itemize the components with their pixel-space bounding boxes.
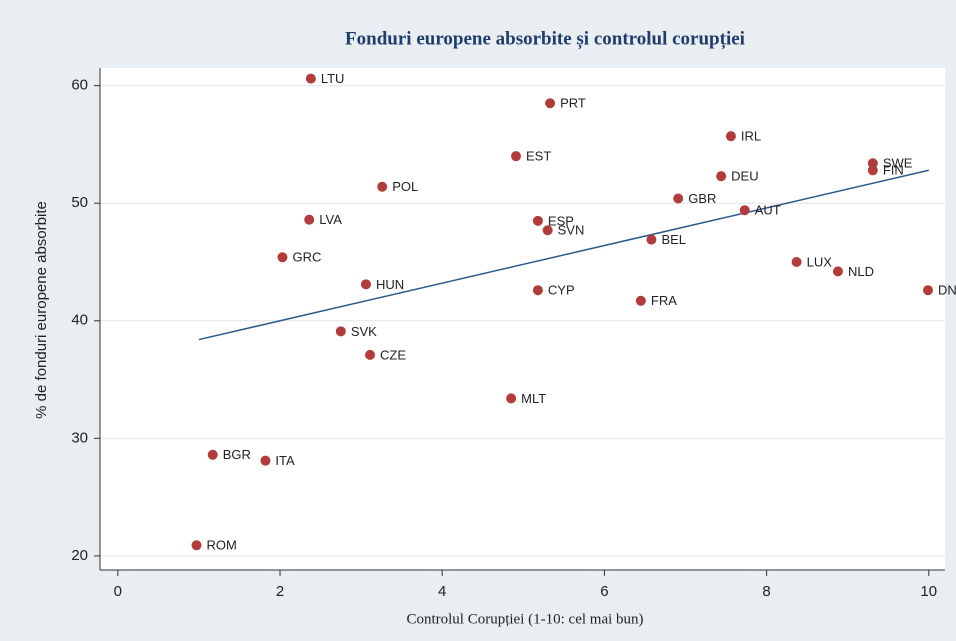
point-label: FIN xyxy=(883,163,904,178)
trend-line xyxy=(198,169,929,341)
point xyxy=(716,171,727,182)
point xyxy=(725,131,736,142)
point xyxy=(922,285,933,296)
point-label: EST xyxy=(526,149,551,164)
point-label: ESP xyxy=(548,213,574,228)
x-tick-label: 8 xyxy=(762,583,770,600)
point xyxy=(673,193,684,204)
point-label: AUT xyxy=(755,203,781,218)
point xyxy=(365,349,376,360)
point-label: NLD xyxy=(848,264,874,279)
point-label: ROM xyxy=(207,538,237,553)
x-tick-label: 4 xyxy=(438,583,446,600)
point xyxy=(305,73,316,84)
y-tick-label: 20 xyxy=(71,547,88,564)
point-label: MLT xyxy=(521,391,546,406)
point-label: BGR xyxy=(223,447,251,462)
x-axis-label: Controlul Corupției (1-10: cel mai bun) xyxy=(406,611,643,627)
x-tick-label: 2 xyxy=(276,583,284,600)
point-label: GBR xyxy=(688,191,716,206)
point xyxy=(335,326,346,337)
point-label: DEU xyxy=(731,169,758,184)
point-label: SWE xyxy=(883,156,913,171)
point xyxy=(207,449,218,460)
point-label: CYP xyxy=(548,283,575,298)
point-label: BEL xyxy=(661,232,686,247)
point xyxy=(532,215,543,226)
point-label: CZE xyxy=(380,347,406,362)
point xyxy=(260,455,271,466)
point-label: LVA xyxy=(319,212,342,227)
point-label: ITA xyxy=(275,453,295,468)
plot-area xyxy=(100,68,945,570)
point xyxy=(542,225,553,236)
point-label: LTU xyxy=(321,71,345,86)
y-tick-label: 40 xyxy=(71,312,88,329)
point xyxy=(791,256,802,267)
point xyxy=(304,214,315,225)
y-tick-label: 30 xyxy=(71,429,88,446)
point xyxy=(739,205,750,216)
point xyxy=(832,266,843,277)
point xyxy=(867,158,878,169)
point xyxy=(532,285,543,296)
point-label: SVK xyxy=(351,324,377,339)
point xyxy=(360,279,371,290)
point-label: FRA xyxy=(651,293,677,308)
point-label: GRC xyxy=(292,250,321,265)
point-label: HUN xyxy=(376,277,404,292)
x-tick-label: 0 xyxy=(114,583,122,600)
point-label: POL xyxy=(392,179,418,194)
point xyxy=(506,393,517,404)
point-label: SVN xyxy=(558,223,585,238)
point xyxy=(277,252,288,263)
point xyxy=(867,165,878,176)
y-tick-label: 50 xyxy=(71,194,88,211)
chart-title: Fonduri europene absorbite și controlul … xyxy=(345,28,745,49)
y-tick-label: 60 xyxy=(71,77,88,94)
y-axis-label: % de fonduri europene absorbite xyxy=(33,201,50,419)
x-tick-label: 6 xyxy=(600,583,608,600)
point-label: IRL xyxy=(741,129,761,144)
x-tick-label: 10 xyxy=(920,583,937,600)
point xyxy=(545,98,556,109)
point xyxy=(377,181,388,192)
point-label: LUX xyxy=(807,254,833,269)
point-label: DNK xyxy=(938,283,956,298)
point xyxy=(511,151,522,162)
point xyxy=(646,234,657,245)
point xyxy=(635,295,646,306)
point-label: PRT xyxy=(560,96,586,111)
point xyxy=(191,540,202,551)
